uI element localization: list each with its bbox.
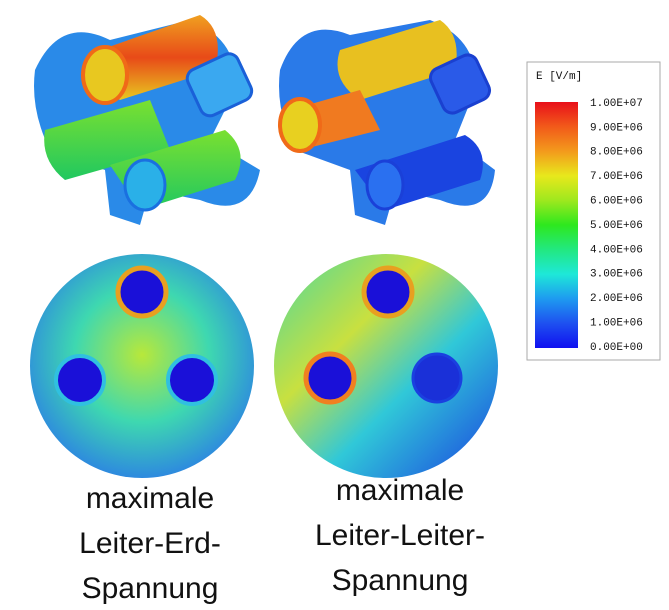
caption-line: Spannung [332, 564, 469, 597]
legend-label: 9.00E+06 [590, 122, 643, 134]
legend-label: 6.00E+06 [590, 196, 643, 208]
legend-label: 8.00E+06 [590, 147, 643, 159]
legend-title: E [V/m] [536, 71, 582, 83]
legend-label: 1.00E+06 [590, 318, 643, 330]
color-bar [535, 102, 578, 348]
caption-line: Leiter-Erd- [79, 527, 221, 560]
caption-line: Spannung [82, 572, 219, 605]
section-left [30, 254, 254, 478]
section-right [274, 254, 498, 478]
legend-label: 0.00E+00 [590, 342, 643, 354]
figure: E [V/m] 1.00E+07 9.00E+06 8.00E+06 7.00E+06… [0, 0, 669, 610]
legend-label: 1.00E+07 [590, 98, 643, 110]
legend-label: 3.00E+06 [590, 269, 643, 281]
caption-line: maximale [336, 474, 464, 507]
legend-label: 7.00E+06 [590, 171, 643, 183]
legend: E [V/m] 1.00E+07 9.00E+06 8.00E+06 7.00E+06… [527, 62, 660, 360]
caption-line: maximale [86, 482, 214, 515]
model-left [34, 15, 260, 225]
legend-label: 4.00E+06 [590, 244, 643, 256]
figure-canvas: E [V/m] 1.00E+07 9.00E+06 8.00E+06 7.00E+06… [0, 0, 669, 610]
captions: maximale Leiter-Erd- Spannung maximale Leite… [79, 474, 485, 605]
legend-label: 5.00E+06 [590, 220, 643, 232]
model-right [279, 20, 495, 225]
caption-line: Leiter-Leiter- [315, 519, 485, 552]
legend-label: 2.00E+06 [590, 293, 643, 305]
